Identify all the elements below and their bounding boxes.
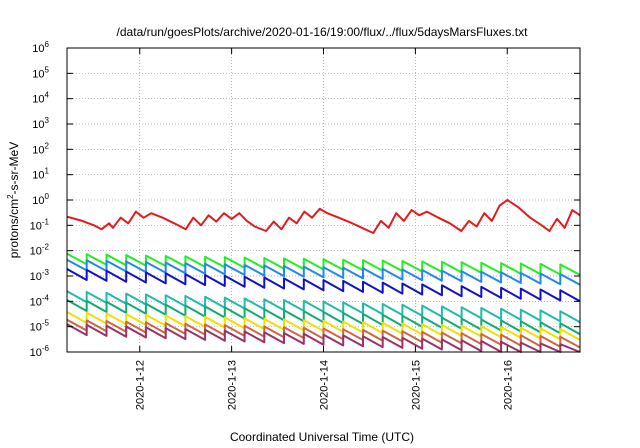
y-tick-label: 10-5 (30, 319, 50, 334)
y-tick-label: 104 (32, 91, 49, 106)
y-tick-label: 101 (32, 167, 49, 182)
y-tick-label: 10-4 (30, 293, 50, 308)
x-axis-label: Coordinated Universal Time (UTC) (230, 430, 414, 444)
x-tick-label: 2020-1-15 (410, 360, 422, 410)
series-line (66, 268, 581, 303)
series-line (66, 252, 581, 276)
series-line (66, 323, 581, 353)
x-tick-label: 2020-1-16 (502, 360, 514, 410)
y-tick-label: 10-3 (30, 268, 50, 283)
series-line (66, 311, 581, 341)
x-tick-label: 2020-1-13 (227, 360, 239, 410)
y-tick-label: 106 (32, 40, 49, 55)
x-tick-label: 2020-1-14 (319, 360, 331, 410)
series-line (66, 299, 581, 336)
series-line (66, 290, 581, 324)
chart-title: /data/run/goesPlots/archive/2020-01-16/1… (117, 25, 529, 39)
y-axis-label: protons/cm2-s-sr-MeV (6, 142, 21, 258)
y-tick-label: 10-6 (30, 344, 50, 359)
series-line (66, 199, 581, 234)
series-layer (66, 199, 581, 353)
tick-layer: 2020-1-12 2020-1-13 2020-1-14 2020-1-15 2020… (30, 40, 580, 410)
y-tick-label: 100 (32, 192, 49, 207)
y-tick-label: 10-2 (30, 243, 50, 258)
y-tick-label: 105 (32, 65, 49, 80)
x-tick-label: 2020-1-12 (135, 360, 147, 410)
y-tick-label: 103 (32, 116, 49, 131)
y-tick-label: 102 (32, 141, 49, 156)
series-line (66, 258, 581, 286)
y-tick-label: 10-1 (30, 217, 50, 232)
